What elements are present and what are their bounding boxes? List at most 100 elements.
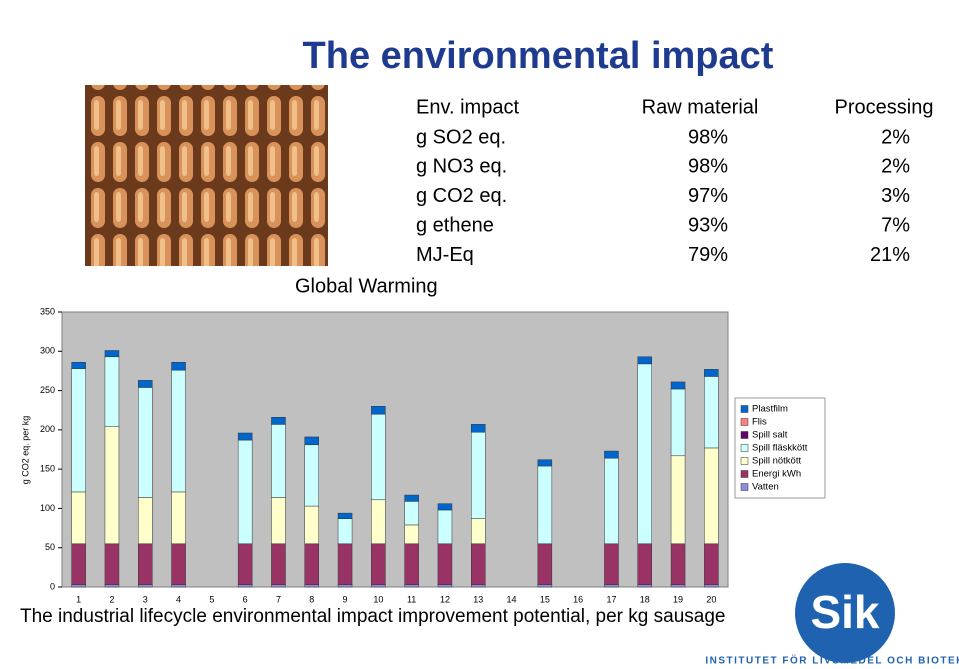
bar-segment bbox=[171, 362, 186, 371]
x-tick-label: 17 bbox=[606, 594, 616, 604]
x-tick-label: 15 bbox=[540, 594, 550, 604]
bar-segment bbox=[404, 584, 419, 588]
logo-circle bbox=[795, 563, 895, 663]
chart-title: Global Warming bbox=[295, 275, 438, 297]
y-tick-label: 50 bbox=[45, 542, 55, 552]
bar-segment bbox=[637, 363, 652, 545]
bar-segment bbox=[304, 543, 319, 585]
bar-segment bbox=[271, 424, 286, 498]
bar-segment bbox=[138, 387, 153, 498]
bar-segment bbox=[670, 388, 686, 457]
bar-segment bbox=[371, 406, 386, 415]
bar-segment bbox=[471, 584, 486, 588]
bar-segment bbox=[71, 584, 86, 588]
bar-segment bbox=[371, 584, 386, 588]
legend-label: Plastfilm bbox=[752, 404, 788, 415]
table-cell: 93% bbox=[688, 214, 728, 236]
bar-segment bbox=[104, 584, 120, 588]
bar-segment bbox=[437, 503, 453, 511]
bar-segment bbox=[71, 362, 86, 369]
bar-segment bbox=[637, 584, 652, 588]
y-tick-label: 0 bbox=[50, 581, 55, 591]
x-tick-label: 8 bbox=[309, 594, 314, 604]
bar-segment bbox=[71, 491, 86, 545]
x-tick-label: 11 bbox=[407, 594, 416, 604]
legend-label: Spill salt bbox=[752, 430, 788, 441]
legend-label: Energi kWh bbox=[752, 469, 801, 480]
bar-segment bbox=[537, 465, 553, 545]
bar-segment bbox=[171, 543, 186, 585]
legend-label: Spill fläskkött bbox=[752, 443, 808, 454]
x-tick-label: 5 bbox=[209, 594, 214, 604]
bar-segment bbox=[138, 497, 153, 545]
bar-segment bbox=[637, 356, 652, 365]
bar-segment bbox=[271, 417, 286, 425]
x-tick-label: 13 bbox=[473, 594, 483, 604]
bar-segment bbox=[104, 426, 120, 545]
table-cell: g CO2 eq. bbox=[416, 185, 507, 207]
table-header: Raw material bbox=[642, 96, 759, 118]
bar-segment bbox=[471, 518, 486, 545]
legend-swatch bbox=[740, 457, 749, 465]
bar-segment bbox=[138, 584, 153, 588]
table-cell: 97% bbox=[688, 185, 728, 207]
table-cell: g NO3 eq. bbox=[416, 156, 507, 178]
bar-segment bbox=[670, 381, 686, 390]
table-cell: g ethene bbox=[416, 214, 494, 236]
table-header: Env. impact bbox=[416, 96, 519, 118]
bar-segment bbox=[304, 444, 319, 507]
legend-swatch bbox=[740, 405, 749, 413]
bar-segment bbox=[404, 524, 419, 545]
legend-swatch bbox=[740, 431, 749, 439]
table-cell: 79% bbox=[688, 244, 728, 266]
bar-segment bbox=[237, 584, 253, 588]
x-tick-label: 18 bbox=[640, 594, 650, 604]
logo-text: Sik bbox=[810, 586, 879, 638]
bar-segment bbox=[104, 543, 120, 585]
bar-segment bbox=[138, 380, 153, 388]
bar-segment bbox=[371, 499, 386, 545]
y-tick-label: 250 bbox=[40, 385, 55, 395]
legend-label: Spill nötkött bbox=[752, 456, 801, 467]
table-cell: MJ-Eq bbox=[416, 244, 474, 266]
bar-segment bbox=[237, 439, 253, 545]
table-cell: 98% bbox=[688, 156, 728, 178]
bar-segment bbox=[537, 543, 553, 585]
bar-segment bbox=[537, 584, 553, 588]
legend bbox=[734, 397, 826, 499]
bar-segment bbox=[704, 543, 719, 585]
plot-area bbox=[61, 311, 729, 588]
bar-segment bbox=[337, 518, 353, 545]
bar-segment bbox=[171, 369, 186, 493]
bar-segment bbox=[471, 543, 486, 585]
y-tick-label: 150 bbox=[40, 464, 55, 474]
table-header: Processing bbox=[835, 96, 934, 118]
x-tick-label: 1 bbox=[76, 594, 81, 604]
bar-segment bbox=[138, 543, 153, 585]
bar-segment bbox=[304, 436, 319, 446]
bar-segment bbox=[670, 455, 686, 545]
bar-segment bbox=[371, 413, 386, 501]
bar-segment bbox=[704, 369, 719, 377]
bar-segment bbox=[637, 543, 652, 585]
bar-segment bbox=[104, 350, 120, 358]
legend-swatch bbox=[740, 444, 749, 452]
bar-segment bbox=[704, 376, 719, 449]
bar-segment bbox=[271, 584, 286, 588]
bar-segment bbox=[704, 447, 719, 545]
x-tick-label: 14 bbox=[507, 594, 517, 604]
x-tick-label: 6 bbox=[243, 594, 248, 604]
slide-title: The environmental impact bbox=[303, 35, 774, 77]
bar-segment bbox=[437, 509, 453, 545]
bar-segment bbox=[337, 543, 353, 585]
table-cell: 7% bbox=[881, 214, 910, 236]
sausage-photo bbox=[85, 85, 328, 266]
x-tick-label: 16 bbox=[573, 594, 583, 604]
x-tick-label: 4 bbox=[176, 594, 181, 604]
legend-label: Flis bbox=[752, 417, 767, 428]
bar-segment bbox=[437, 543, 453, 585]
x-tick-label: 12 bbox=[440, 594, 450, 604]
table-cell: 98% bbox=[688, 126, 728, 148]
bar-segment bbox=[404, 543, 419, 585]
